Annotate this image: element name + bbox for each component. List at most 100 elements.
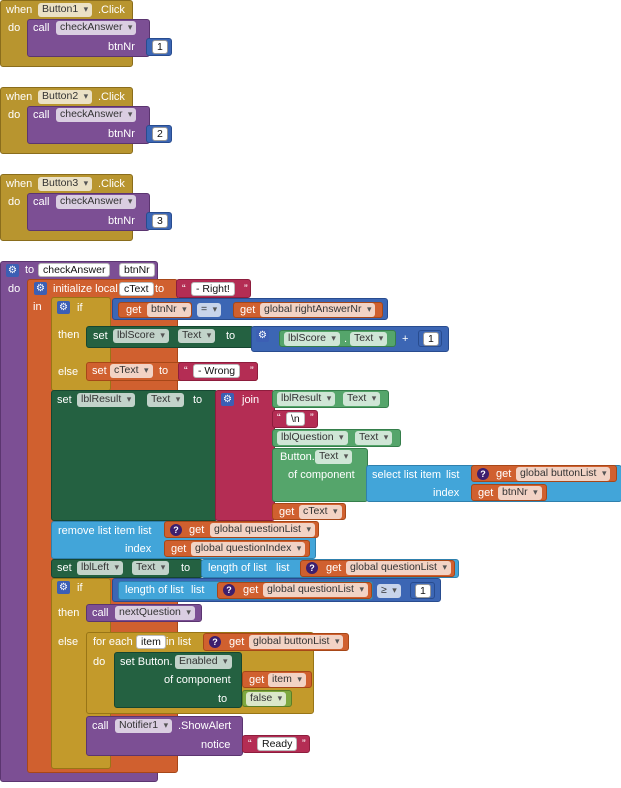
operator-dropdown-gte[interactable]: ≥ — [377, 584, 401, 598]
variable-dropdown-btnnr[interactable]: btnNr — [498, 486, 542, 500]
to-keyword: to — [218, 693, 228, 705]
variable-dropdown-question-index[interactable]: global questionIndex — [191, 542, 306, 556]
join-keyword: join — [242, 394, 260, 406]
mutator-gear-icon[interactable]: ⚙ — [34, 282, 47, 295]
number-field[interactable]: 1 — [423, 332, 439, 346]
to-keyword: to — [181, 562, 191, 574]
variable-dropdown-question-list[interactable]: global questionList — [263, 583, 368, 597]
list-label: list — [446, 469, 460, 481]
number-field[interactable]: 3 — [152, 214, 168, 228]
procedure-dropdown[interactable]: checkAnswer — [56, 195, 137, 209]
variable-dropdown-button-list[interactable]: global buttonList — [516, 467, 611, 481]
index-label: index — [125, 543, 152, 555]
component-dropdown-notifier1[interactable]: Notifier1 — [115, 719, 173, 733]
call-keyword: call — [33, 196, 50, 208]
component-dropdown-lblresult[interactable]: lblResult — [277, 392, 336, 406]
param-label-btnnr: btnNr — [108, 215, 135, 227]
component-dropdown-lblscore[interactable]: lblScore — [113, 329, 169, 343]
text-field-wrong[interactable]: - Wrong — [193, 364, 241, 378]
to-keyword: to — [155, 283, 165, 295]
call-keyword: call — [92, 607, 109, 619]
initialize-local-label: initialize local — [53, 283, 118, 295]
component-dropdown-button2[interactable]: Button2 — [38, 90, 93, 104]
do-keyword: do — [8, 22, 21, 34]
remove-list-item-label: remove list item — [58, 525, 136, 537]
component-dropdown-lblresult[interactable]: lblResult — [77, 393, 136, 407]
to-keyword: to — [226, 330, 236, 342]
variable-dropdown-question-list[interactable]: global questionList — [346, 561, 451, 575]
else-keyword: else — [58, 366, 79, 378]
event-name: .Click — [98, 4, 125, 16]
when-keyword: when — [6, 91, 33, 103]
select-list-item-label: select list item — [372, 469, 442, 481]
procedure-dropdown-next-question[interactable]: nextQuestion — [115, 606, 195, 620]
property-dropdown-text[interactable]: Text — [147, 393, 185, 407]
join-block[interactable] — [215, 390, 275, 521]
variable-scope-icon: ? — [223, 584, 235, 596]
property-dropdown-text[interactable]: Text — [350, 332, 388, 346]
number-field[interactable]: 1 — [152, 40, 168, 54]
then-keyword: then — [58, 329, 80, 341]
variable-dropdown-right-answer[interactable]: global rightAnswerNr — [260, 303, 376, 317]
component-dropdown-lblleft[interactable]: lblLeft — [77, 561, 124, 575]
set-button-label: set Button. — [120, 656, 173, 668]
property-dropdown-text[interactable]: Text — [132, 561, 170, 575]
else-keyword: else — [58, 636, 79, 648]
procedure-param-btnnr[interactable]: btnNr — [119, 263, 155, 277]
property-dropdown-text[interactable]: Text — [355, 431, 393, 445]
variable-dropdown-question-list[interactable]: global questionList — [210, 523, 315, 537]
event-name: .Click — [98, 91, 125, 103]
number-field[interactable]: 1 — [415, 584, 431, 598]
mutator-gear-icon[interactable]: ⚙ — [6, 264, 19, 277]
variable-dropdown-btnnr[interactable]: btnNr — [147, 303, 191, 317]
variable-dropdown-button-list[interactable]: global buttonList — [249, 635, 344, 649]
local-var-name-field[interactable]: cText — [119, 282, 154, 296]
variable-dropdown-item[interactable]: item — [268, 673, 306, 687]
notice-label: notice — [201, 739, 231, 751]
length-of-list-label: length of list — [125, 584, 184, 596]
text-field-newline[interactable]: \n — [286, 412, 305, 426]
property-dropdown-text[interactable]: Text — [343, 392, 381, 406]
open-quote: “ — [248, 738, 252, 750]
variable-scope-icon: ? — [306, 562, 318, 574]
component-dropdown-lblquestion[interactable]: lblQuestion — [277, 431, 348, 445]
close-quote: ” — [310, 412, 314, 424]
mutator-gear-icon[interactable]: ⚙ — [221, 393, 234, 406]
call-keyword: call — [33, 109, 50, 121]
component-dropdown-lblscore[interactable]: lblScore — [284, 332, 340, 346]
component-dropdown-button1[interactable]: Button1 — [38, 3, 93, 17]
number-field[interactable]: 2 — [152, 127, 168, 141]
close-quote: ” — [244, 283, 248, 295]
set-keyword: set — [57, 394, 72, 406]
open-quote: “ — [184, 365, 188, 377]
property-dropdown-text[interactable]: Text — [178, 329, 216, 343]
text-field-ready[interactable]: Ready — [257, 737, 298, 751]
to-keyword: to — [193, 394, 203, 406]
property-dropdown-enabled[interactable]: Enabled — [175, 655, 232, 669]
mutator-gear-icon[interactable]: ⚙ — [57, 301, 70, 314]
to-keyword: to — [159, 365, 169, 377]
variable-scope-icon: ? — [209, 636, 221, 648]
when-keyword: when — [6, 4, 33, 16]
logic-dropdown-false[interactable]: false — [246, 692, 287, 706]
in-keyword: in — [33, 301, 42, 313]
procedure-dropdown[interactable]: checkAnswer — [56, 108, 137, 122]
get-keyword: get — [189, 524, 205, 536]
procedure-dropdown[interactable]: checkAnswer — [56, 21, 137, 35]
variable-dropdown-ctext[interactable]: cText — [110, 364, 153, 378]
component-dropdown-button3[interactable]: Button3 — [38, 177, 93, 191]
operator-dropdown-eq[interactable]: = — [197, 303, 222, 317]
loop-var-name-field[interactable]: item — [136, 635, 166, 649]
close-quote: ” — [250, 365, 254, 377]
property-dropdown-text[interactable]: Text — [315, 450, 353, 464]
list-label: list — [276, 562, 290, 574]
procedure-name-field[interactable]: checkAnswer — [38, 263, 111, 277]
button-text-label: Button. — [280, 451, 315, 463]
mutator-gear-icon[interactable]: ⚙ — [57, 581, 70, 594]
mutator-gear-icon[interactable]: ⚙ — [256, 329, 269, 342]
text-field-right[interactable]: - Right! — [191, 282, 235, 296]
variable-dropdown-ctext[interactable]: cText — [299, 505, 342, 519]
set-lblresult-text-block[interactable] — [51, 390, 218, 521]
get-keyword: get — [326, 562, 342, 574]
